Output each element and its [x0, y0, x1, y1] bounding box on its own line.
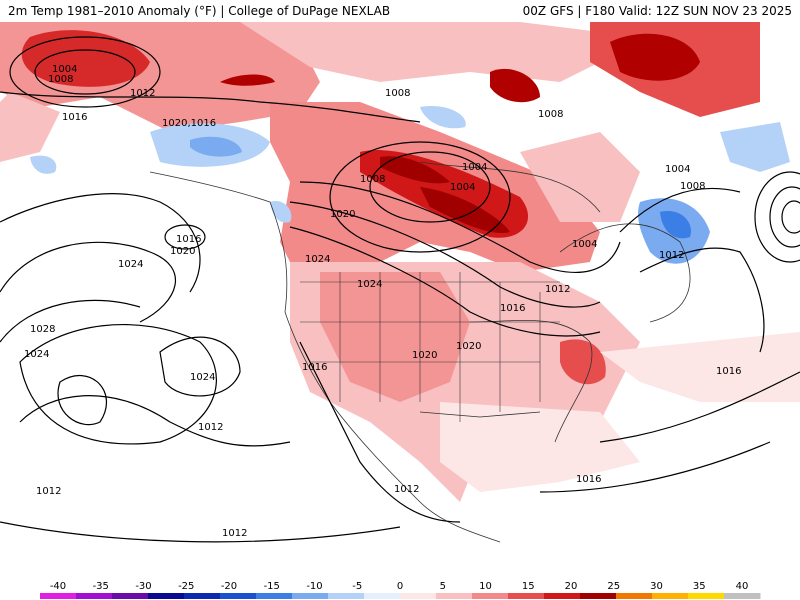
- legend-swatch: [472, 593, 509, 599]
- isobar-label: 1024: [357, 279, 382, 290]
- isobar-label: 1012: [545, 284, 570, 295]
- isobar-label: 1012: [130, 88, 155, 99]
- isobar-label: 1004: [665, 164, 690, 175]
- legend-swatches: [40, 593, 761, 599]
- isobar-label: 1024: [190, 372, 215, 383]
- color-legend: -40 -35 -30 -25 -20 -15 -10 -5 0 5 10 15 20 25 30 35 40: [0, 577, 800, 600]
- legend-tick-label: 40: [736, 581, 749, 592]
- isobar-label: 1004: [572, 239, 597, 250]
- isobar-label: 1024: [24, 349, 49, 360]
- isobar-label: 1028: [30, 324, 55, 335]
- isobar-label: 1012: [198, 422, 223, 433]
- isobar-label: 1012: [222, 528, 247, 539]
- legend-swatch: [688, 593, 725, 599]
- legend-tick-label: -10: [306, 581, 322, 592]
- legend-tick-label: -25: [178, 581, 194, 592]
- legend-tick-label: 5: [440, 581, 446, 592]
- isobar-label-group: 1004 1008 1012 1020,1016 1008 1008 1004 …: [24, 64, 741, 539]
- isobar-label: 1008: [538, 109, 563, 120]
- isobar-label: 1020: [330, 209, 355, 220]
- isobar-label: 1012: [394, 484, 419, 495]
- isobar-lines: [0, 36, 800, 543]
- isobar-label: 1012: [659, 250, 684, 261]
- legend-tick-label: -40: [50, 581, 66, 592]
- model-run-info: 00Z GFS | F180 Valid: 12Z SUN NOV 23 202…: [522, 4, 792, 18]
- legend-tick-label: 25: [607, 581, 620, 592]
- legend-tick-group: -40 -35 -30 -25 -20 -15 -10 -5 0 5 10 15 20 25 30 35 40: [50, 581, 749, 592]
- legend-tick-label: 15: [522, 581, 535, 592]
- coastlines: [149, 161, 691, 543]
- cool-anomaly-fill: [30, 106, 790, 264]
- legend-tick-label: -5: [352, 581, 362, 592]
- legend-swatch: [616, 593, 653, 599]
- isobar-label: 1024: [118, 259, 143, 270]
- legend-swatch: [292, 593, 329, 599]
- legend-swatch: [400, 593, 437, 599]
- isobar-label: 1016: [176, 234, 201, 245]
- legend-tick-label: -30: [135, 581, 151, 592]
- isobar-label: 1024: [305, 254, 330, 265]
- isobar-label: 1016: [716, 366, 741, 377]
- anomaly-map: 1004 1008 1012 1020,1016 1008 1008 1004 …: [0, 22, 800, 577]
- isobar-label: 1008: [48, 74, 73, 85]
- isobar-label: 1016: [62, 112, 87, 123]
- state-borders: [300, 272, 560, 422]
- legend-swatch: [40, 593, 77, 599]
- isobar-label: 1016: [500, 303, 525, 314]
- legend-swatch: [652, 593, 689, 599]
- legend-swatch: [364, 593, 401, 599]
- isobar-label: 1016: [302, 362, 327, 373]
- isobar-label: 1008: [385, 88, 410, 99]
- legend-tick-label: -15: [264, 581, 280, 592]
- isobar-label: 1004: [52, 64, 77, 75]
- isobar-label: 1008: [680, 181, 705, 192]
- legend-swatch: [724, 593, 761, 599]
- header-bar: 2m Temp 1981–2010 Anomaly (°F) | College…: [0, 0, 800, 22]
- legend-swatch: [220, 593, 257, 599]
- map-title: 2m Temp 1981–2010 Anomaly (°F) | College…: [8, 4, 391, 18]
- legend-tick-label: 35: [693, 581, 706, 592]
- legend-tick-label: -20: [221, 581, 237, 592]
- legend-swatch: [328, 593, 365, 599]
- legend-tick-label: 0: [397, 581, 403, 592]
- legend-tick-label: 10: [479, 581, 492, 592]
- legend-swatch: [508, 593, 545, 599]
- legend-swatch: [256, 593, 293, 599]
- isobar-label: 1020: [456, 341, 481, 352]
- legend-swatch: [580, 593, 617, 599]
- isobar-label: 1004: [462, 162, 487, 173]
- isobar-label: 1020: [170, 246, 195, 257]
- isobar-label: 1012: [36, 486, 61, 497]
- isobar-label: 1020,1016: [162, 118, 216, 129]
- legend-tick-label: 20: [565, 581, 578, 592]
- legend-tick-label: -35: [93, 581, 109, 592]
- legend-swatch: [76, 593, 113, 599]
- legend-swatch: [148, 593, 185, 599]
- isobar-label: 1004: [450, 182, 475, 193]
- isobar-label: 1008: [360, 174, 385, 185]
- legend-swatch: [112, 593, 149, 599]
- isobar-label: 1020: [412, 350, 437, 361]
- legend-swatch: [184, 593, 221, 599]
- legend-swatch: [436, 593, 473, 599]
- isobar-label: 1016: [576, 474, 601, 485]
- legend-tick-label: 30: [650, 581, 663, 592]
- legend-swatch: [544, 593, 581, 599]
